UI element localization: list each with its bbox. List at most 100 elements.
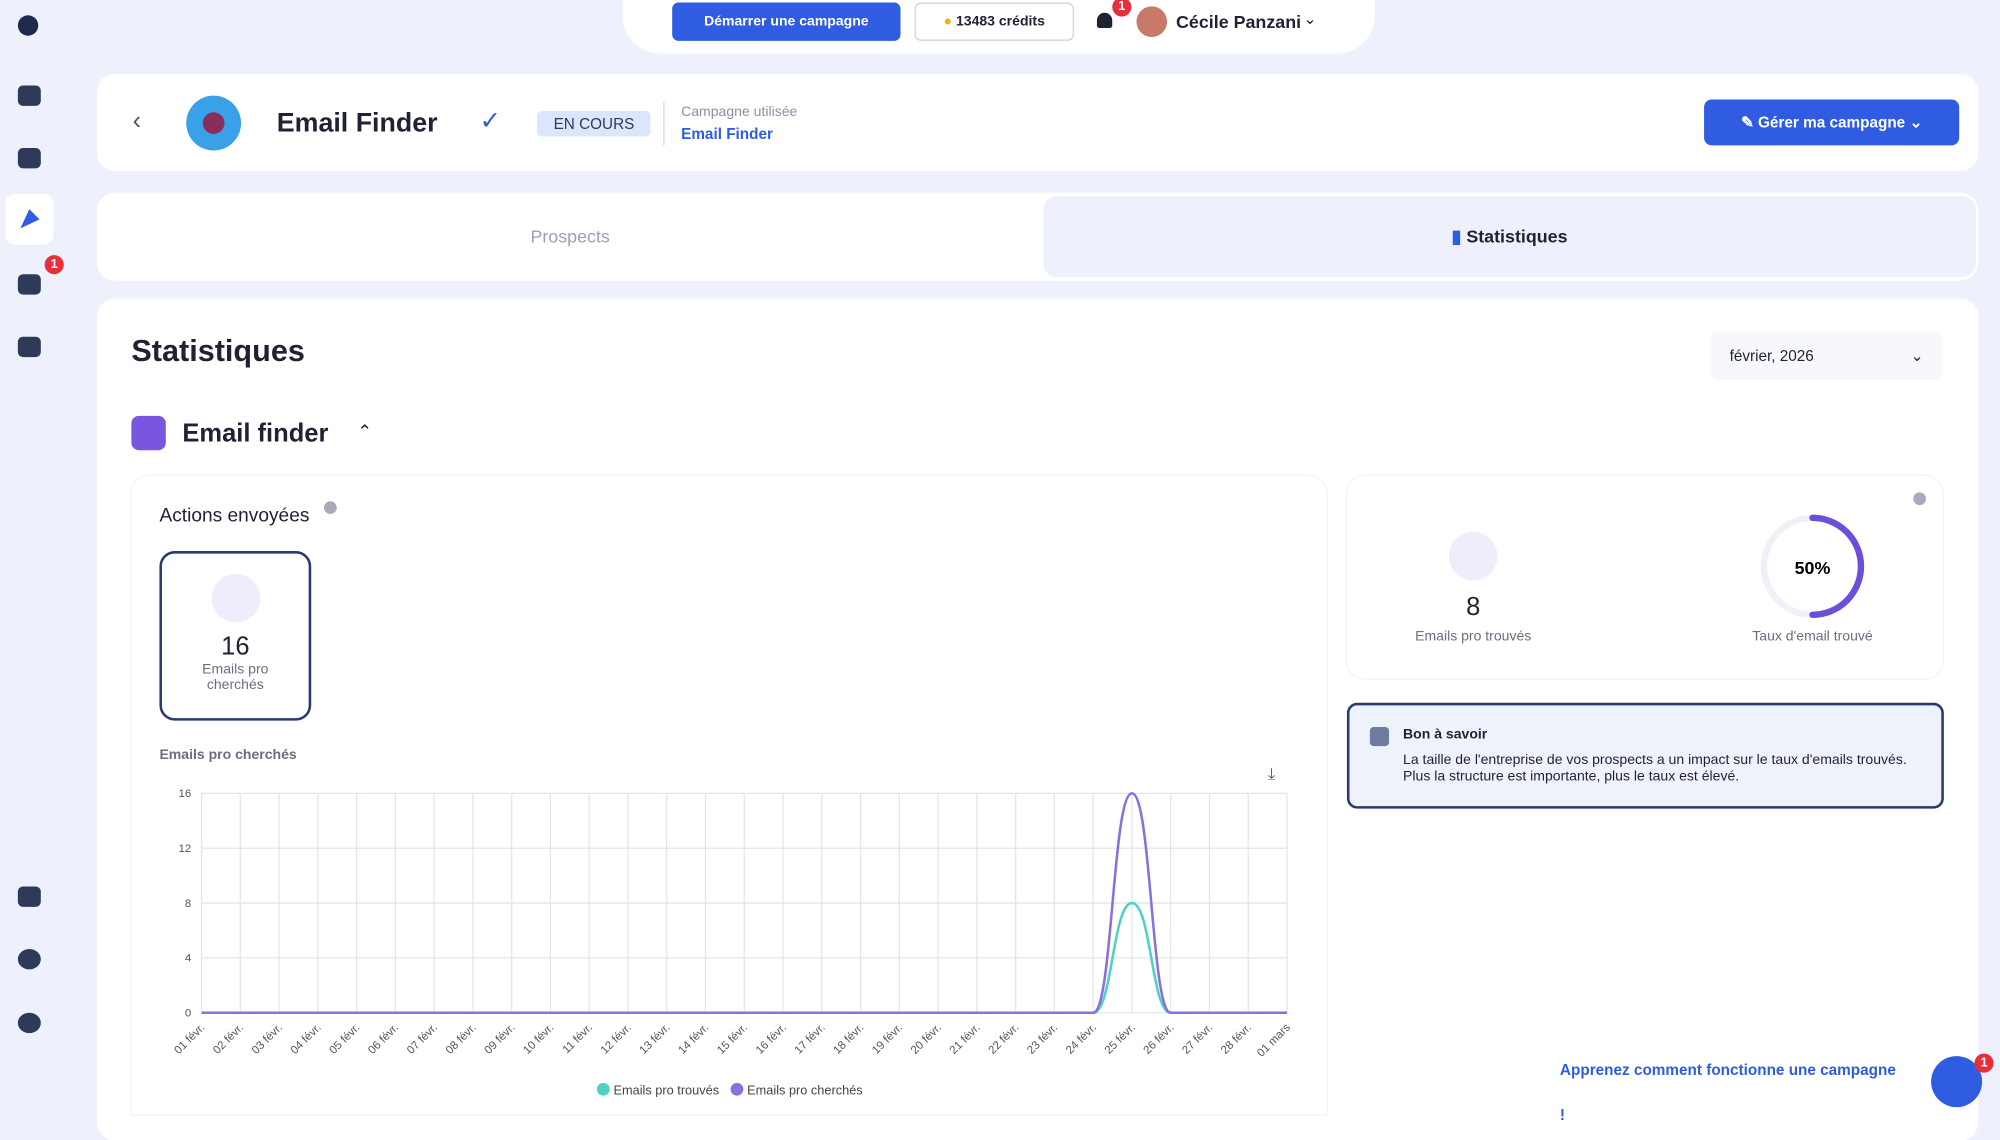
month-select[interactable]: février, 2026 ⌄	[1710, 331, 1943, 381]
x-tick-label: 04 févr.	[289, 1022, 324, 1057]
chat-button[interactable]	[1931, 1056, 1983, 1108]
x-tick-label: 09 févr.	[483, 1022, 518, 1057]
email-icon	[1448, 531, 1498, 581]
campaign-link[interactable]: Email Finder	[681, 124, 773, 143]
x-tick-label: 16 févr.	[754, 1022, 789, 1057]
month: février, 2026	[1729, 346, 1814, 365]
tab-prospects[interactable]: Prospects	[97, 193, 1043, 281]
info-icon[interactable]	[323, 501, 337, 515]
chart-title: Emails pro cherchés	[159, 747, 297, 763]
sidebar: 1	[0, 0, 64, 1115]
nav-tools[interactable]	[17, 336, 41, 358]
y-tick-label: 8	[185, 898, 191, 910]
x-tick-label: 01 févr.	[172, 1022, 207, 1057]
actions-card: Actions envoyées 16 Emails pro cherchés …	[131, 475, 1327, 1115]
campaign-title: Email Finder	[276, 108, 438, 138]
metric-label: Emails pro cherchés	[202, 661, 269, 693]
x-tick-label: 18 févr.	[831, 1022, 866, 1057]
x-tick-label: 21 févr.	[948, 1022, 983, 1057]
nav-messages[interactable]	[17, 274, 41, 295]
user-name[interactable]: Cécile Panzani	[1176, 11, 1302, 32]
section-icon	[131, 415, 166, 451]
metric-card[interactable]: 16 Emails pro cherchés	[159, 551, 312, 721]
x-tick-label: 25 févr.	[1103, 1022, 1138, 1057]
tab-statistiques[interactable]: ▮ Statistiques	[1043, 196, 1976, 277]
start-campaign-button[interactable]: Démarrer une campagne	[672, 2, 901, 41]
metric-value: 16	[221, 632, 250, 661]
x-tick-label: 22 févr.	[986, 1022, 1021, 1057]
info-icon	[1369, 727, 1390, 747]
legend-swatch	[596, 1082, 610, 1096]
nav-settings[interactable]	[17, 948, 41, 970]
nav-home[interactable]	[17, 85, 41, 106]
nav-premium[interactable]	[17, 886, 41, 907]
legend-label: Emails pro cherchés	[747, 1082, 863, 1097]
credits-button[interactable]: ● 13483 crédits	[914, 2, 1074, 41]
coin-icon: ●	[943, 14, 956, 30]
x-tick-label: 27 févr.	[1180, 1022, 1215, 1057]
page-title: Statistiques	[131, 334, 305, 369]
x-tick-label: 24 févr.	[1064, 1022, 1099, 1057]
nav-billing[interactable]	[17, 1012, 41, 1034]
gauge: 50%	[1760, 514, 1865, 618]
info-text: La taille de l'entreprise de vos prospec…	[1403, 752, 1907, 785]
button-label: Gérer ma campagne	[1758, 113, 1906, 132]
section-title: Email finder	[182, 419, 329, 448]
x-tick-label: 01 mars	[1255, 1022, 1293, 1060]
x-tick-label: 20 févr.	[909, 1022, 944, 1057]
manage-campaign-button[interactable]: ✎ Gérer ma campagne ⌄	[1704, 99, 1960, 146]
series-line	[201, 792, 1287, 1015]
x-tick-label: 14 févr.	[676, 1022, 711, 1057]
y-tick-label: 4	[185, 953, 192, 965]
avatar[interactable]	[1136, 6, 1168, 37]
x-tick-label: 03 févr.	[250, 1022, 285, 1057]
rate-label: Taux d'email trouvé	[1752, 628, 1873, 645]
y-tick-label: 12	[179, 843, 192, 855]
x-tick-label: 11 févr.	[561, 1022, 595, 1056]
info-title: Bon à savoir	[1403, 727, 1488, 743]
x-tick-label: 28 févr.	[1219, 1022, 1254, 1057]
x-tick-label: 19 févr.	[870, 1022, 905, 1057]
collapse-toggle[interactable]: ⌃	[357, 420, 373, 442]
download-icon[interactable]: ⤓	[1267, 764, 1276, 784]
tabs: Prospects ▮ Statistiques	[96, 192, 1979, 281]
divider	[663, 102, 665, 146]
button-label: Démarrer une campagne	[704, 14, 869, 30]
logo[interactable]	[17, 15, 39, 36]
gauge-arc	[1809, 514, 1865, 618]
tab-label: Statistiques	[1466, 225, 1568, 247]
x-tick-label: 23 févr.	[1025, 1022, 1060, 1057]
y-tick-label: 0	[185, 1008, 191, 1020]
x-tick-label: 05 févr.	[327, 1022, 362, 1057]
x-tick-label: 10 févr.	[521, 1022, 556, 1057]
status-tag: EN COURS	[536, 110, 651, 137]
tab-label: Prospects	[530, 225, 610, 247]
check-icon: ✓	[479, 107, 501, 136]
y-tick-label: 16	[179, 788, 192, 800]
help-link[interactable]: Apprenez comment fonctionne une campagne…	[1517, 1048, 1901, 1124]
gauge-label: 50%	[1795, 558, 1831, 578]
x-tick-label: 07 févr.	[405, 1022, 440, 1057]
notification-badge: 1	[1112, 0, 1132, 17]
x-tick-label: 26 févr.	[1142, 1022, 1177, 1057]
chart-icon: ▮	[1451, 225, 1467, 247]
bell-icon[interactable]	[1096, 12, 1113, 29]
chat-badge: 1	[1974, 1053, 1994, 1073]
nav-contacts[interactable]	[17, 147, 41, 169]
x-tick-label: 08 févr.	[444, 1022, 479, 1057]
found-value: 8	[1466, 593, 1481, 622]
x-tick-label: 12 févr.	[599, 1022, 634, 1057]
x-tick-label: 15 févr.	[715, 1022, 750, 1057]
credits: 13483 crédits	[955, 14, 1045, 30]
info-box: Bon à savoir La taille de l'entreprise d…	[1346, 702, 1944, 809]
info-icon[interactable]	[1913, 492, 1927, 506]
summary-card: 8 Emails pro trouvés 50% Taux d'email tr…	[1346, 475, 1943, 679]
nav-campaigns-active[interactable]	[5, 193, 54, 245]
messages-badge: 1	[44, 255, 64, 275]
user-menu-caret[interactable]: ⌄	[1303, 10, 1317, 29]
x-tick-label: 13 févr.	[638, 1022, 673, 1057]
campaign-header: ‹ Email Finder ✓ EN COURS Campagne utili…	[96, 73, 1979, 171]
campaign-avatar	[186, 95, 242, 151]
back-button[interactable]: ‹	[132, 107, 142, 136]
